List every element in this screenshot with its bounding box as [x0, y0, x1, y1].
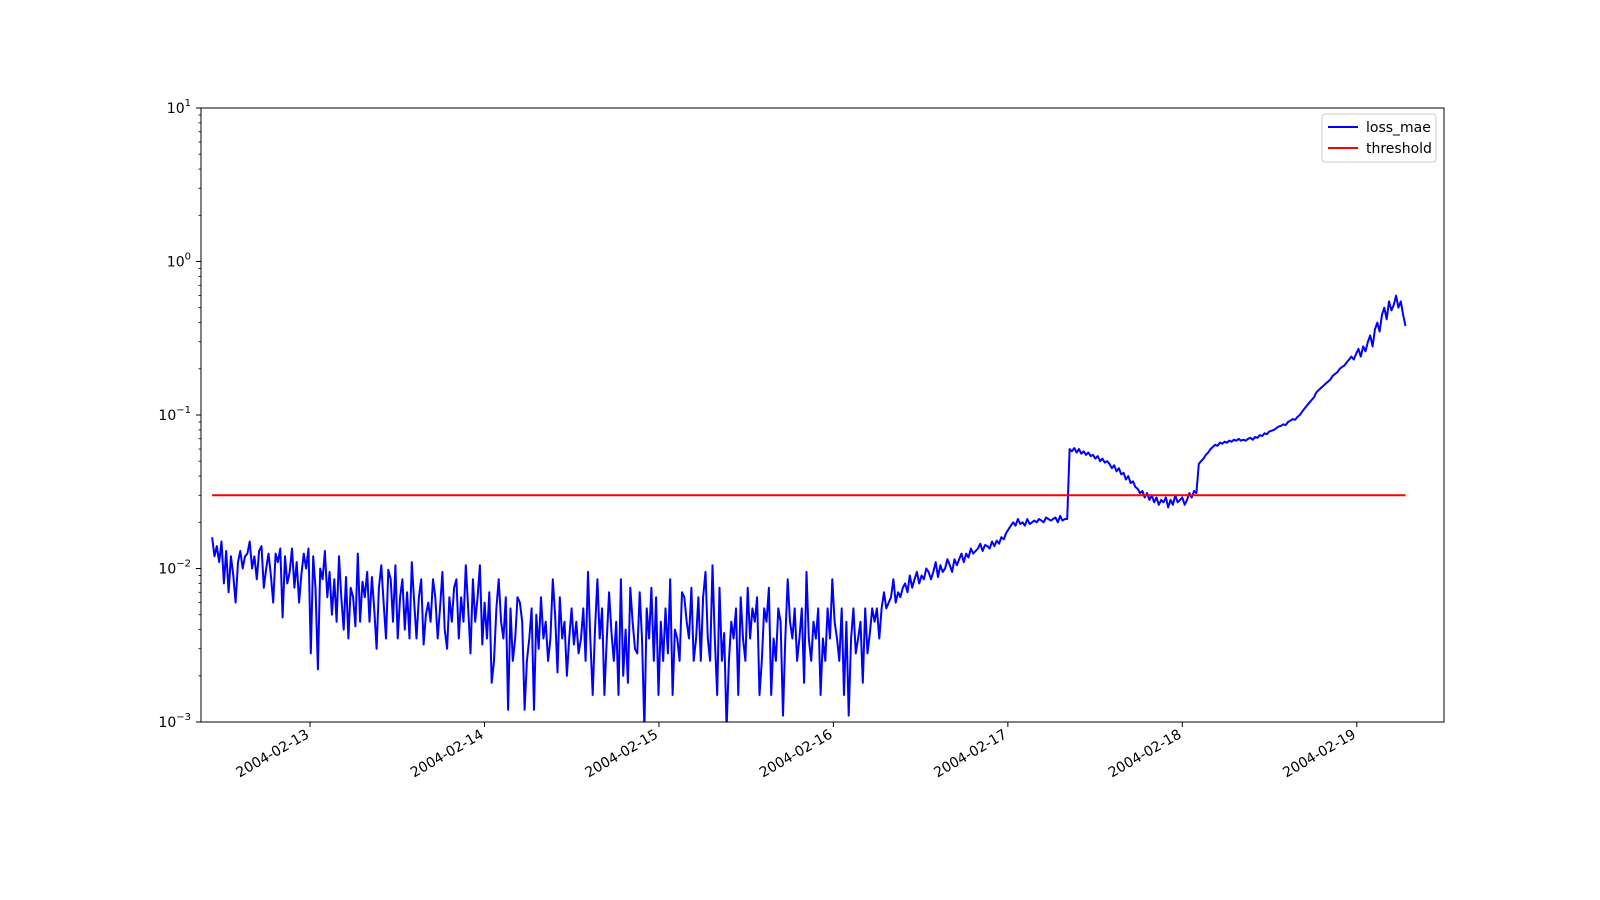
- y-tick-label-base: 10: [158, 408, 176, 424]
- y-tick-label-exponent: −1: [176, 405, 191, 416]
- x-tick-label: 2004-02-15: [582, 727, 660, 782]
- y-tick-label-exponent: 0: [185, 252, 191, 263]
- x-tick-label: 2004-02-14: [408, 727, 487, 782]
- legend-label-loss-mae: loss_mae: [1366, 120, 1431, 136]
- x-tick-label: 2004-02-16: [757, 727, 836, 782]
- y-tick-label-base: 10: [158, 562, 176, 578]
- legend-label-threshold: threshold: [1366, 141, 1432, 157]
- x-tick-label: 2004-02-19: [1280, 727, 1358, 782]
- y-tick-label-exponent: 1: [185, 98, 191, 109]
- y-tick-label-exponent: −2: [176, 559, 191, 570]
- series-line-loss-mae: [211, 294, 1407, 722]
- y-tick-label: 100: [167, 252, 191, 271]
- x-tick-label: 2004-02-17: [931, 727, 1009, 782]
- y-tick-label-base: 10: [167, 101, 185, 117]
- legend: loss_mae threshold: [1321, 113, 1437, 163]
- x-tick-label: 2004-02-13: [234, 727, 312, 782]
- y-tick-label-base: 10: [167, 255, 185, 271]
- y-tick-label-exponent: −3: [176, 712, 191, 723]
- y-tick-label: 10−1: [158, 405, 191, 424]
- y-tick-label-base: 10: [158, 715, 176, 731]
- y-tick-label: 10−2: [158, 559, 191, 578]
- x-tick-label: 2004-02-18: [1106, 727, 1184, 782]
- y-tick-label: 101: [167, 98, 191, 117]
- y-tick-label: 10−3: [158, 712, 191, 731]
- x-axis: 2004-02-13 2004-02-14 2004-02-15 2004-02-16…: [234, 722, 1359, 781]
- plot-lines: [211, 294, 1407, 722]
- plot-frame: [200, 107, 1445, 723]
